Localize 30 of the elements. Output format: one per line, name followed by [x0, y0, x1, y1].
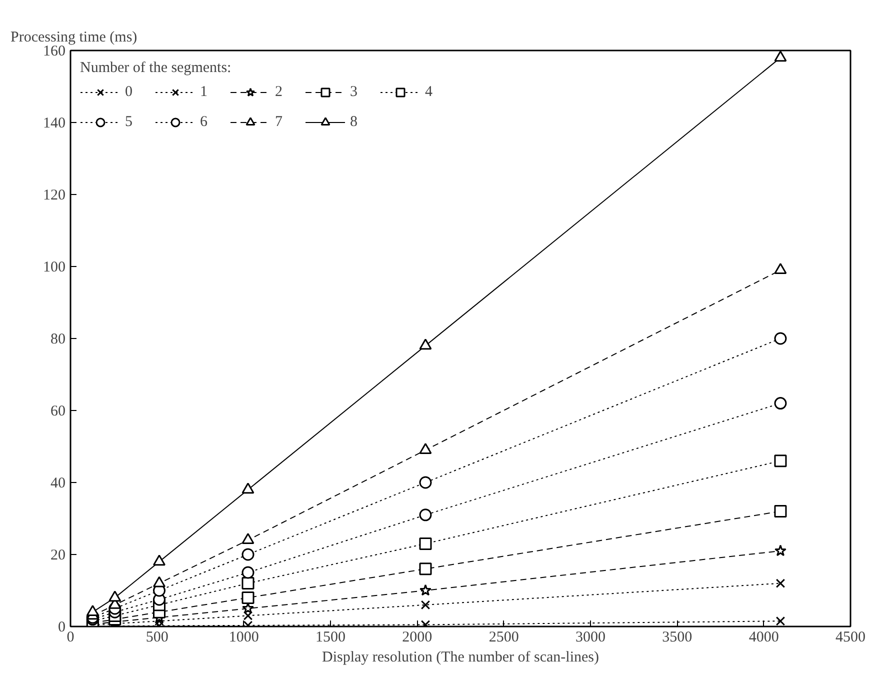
x-tick-label: 1500 [316, 630, 346, 646]
x-tick-label: 500 [146, 630, 168, 646]
legend-label: 1 [200, 84, 208, 100]
x-tick-label: 4500 [836, 630, 866, 646]
y-axis-title: Processing time (ms) [10, 30, 138, 46]
legend-label: 3 [350, 84, 358, 100]
legend-label: 0 [125, 84, 134, 100]
y-tick-label: 140 [43, 116, 66, 132]
legend-label: 5 [125, 114, 134, 130]
y-tick-label: 20 [50, 548, 66, 564]
legend-label: 7 [275, 114, 284, 130]
x-tick-label: 3500 [662, 630, 692, 646]
x-tick-label: 2500 [488, 630, 519, 646]
x-axis-title: Display resolution (The number of scan-lines) [322, 650, 600, 666]
legend-label: 2 [275, 84, 284, 100]
legend-label: 6 [200, 114, 208, 130]
y-tick-label: 60 [50, 404, 66, 420]
x-tick-label: 4000 [748, 630, 779, 646]
x-tick-label: 1000 [228, 630, 259, 646]
legend-title: Number of the segments: [80, 60, 232, 77]
y-tick-label: 80 [50, 332, 66, 348]
y-tick-label: 40 [50, 476, 66, 492]
y-tick-label: 120 [43, 188, 66, 204]
x-tick-label: 3000 [576, 630, 606, 646]
legend-label: 8 [350, 114, 358, 130]
y-tick-label: 160 [43, 44, 66, 60]
legend-label: 4 [425, 84, 434, 100]
y-tick-label: 100 [43, 260, 66, 276]
x-tick-label: 2000 [402, 630, 432, 646]
y-tick-label: 0 [58, 620, 66, 636]
